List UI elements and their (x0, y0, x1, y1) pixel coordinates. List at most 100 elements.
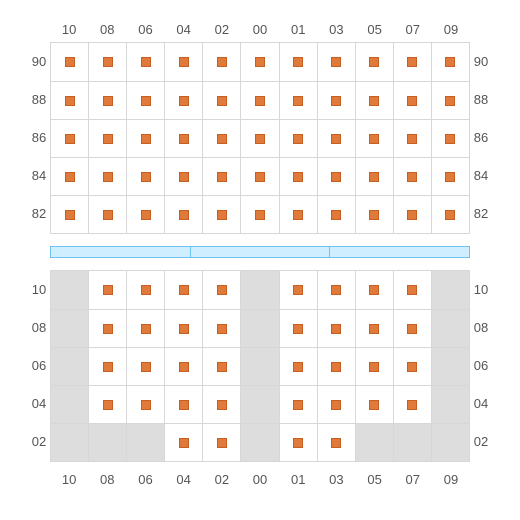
seat-marker-icon (179, 210, 189, 220)
seat-cell[interactable] (431, 157, 469, 195)
seat-cell[interactable] (279, 43, 317, 81)
seat-cell[interactable] (431, 119, 469, 157)
seat-cell[interactable] (88, 119, 126, 157)
seat-cell[interactable] (317, 43, 355, 81)
seat-cell[interactable] (393, 43, 431, 81)
seat-cell[interactable] (317, 385, 355, 423)
seat-cell[interactable] (393, 347, 431, 385)
seat-cell[interactable] (88, 347, 126, 385)
seat-cell[interactable] (164, 347, 202, 385)
seat-cell[interactable] (355, 271, 393, 309)
seat-cell[interactable] (240, 119, 278, 157)
seat-cell[interactable] (431, 195, 469, 233)
seat-cell[interactable] (202, 195, 240, 233)
seat-cell[interactable] (317, 119, 355, 157)
seat-cell[interactable] (164, 195, 202, 233)
seat-cell[interactable] (202, 347, 240, 385)
seat-cell[interactable] (202, 43, 240, 81)
seat-cell[interactable] (355, 347, 393, 385)
seat-cell[interactable] (355, 157, 393, 195)
seat-marker-icon (141, 96, 151, 106)
seat-cell[interactable] (164, 119, 202, 157)
seat-cell[interactable] (88, 43, 126, 81)
seat-cell[interactable] (279, 195, 317, 233)
seat-cell[interactable] (393, 157, 431, 195)
seat-cell[interactable] (240, 157, 278, 195)
col-label: 00 (241, 468, 279, 492)
seat-cell[interactable] (202, 271, 240, 309)
seat-cell[interactable] (355, 81, 393, 119)
seat-cell[interactable] (279, 385, 317, 423)
seat-cell[interactable] (240, 43, 278, 81)
seat-cell[interactable] (164, 81, 202, 119)
seat-cell[interactable] (317, 157, 355, 195)
seat-cell[interactable] (317, 81, 355, 119)
seat-cell[interactable] (88, 157, 126, 195)
seat-cell[interactable] (50, 43, 88, 81)
seat-cell[interactable] (164, 43, 202, 81)
seat-cell[interactable] (393, 81, 431, 119)
col-label: 10 (50, 468, 88, 492)
seat-cell[interactable] (164, 309, 202, 347)
seat-cell[interactable] (393, 119, 431, 157)
seat-cell[interactable] (126, 347, 164, 385)
upper-grid (50, 42, 470, 234)
seat-cell[interactable] (317, 271, 355, 309)
seat-cell[interactable] (126, 309, 164, 347)
seat-cell[interactable] (126, 271, 164, 309)
seat-cell[interactable] (88, 271, 126, 309)
seat-cell[interactable] (279, 309, 317, 347)
seat-cell[interactable] (126, 157, 164, 195)
seat-cell[interactable] (279, 423, 317, 461)
seat-cell[interactable] (240, 81, 278, 119)
seat-cell[interactable] (355, 195, 393, 233)
seat-cell[interactable] (431, 43, 469, 81)
seat-cell[interactable] (88, 385, 126, 423)
seat-cell[interactable] (164, 157, 202, 195)
seat-cell[interactable] (279, 271, 317, 309)
seat-cell[interactable] (202, 309, 240, 347)
seat-cell[interactable] (164, 385, 202, 423)
seat-cell[interactable] (317, 195, 355, 233)
seat-cell[interactable] (202, 157, 240, 195)
seat-cell[interactable] (355, 119, 393, 157)
blank-cell (240, 271, 278, 309)
seat-cell[interactable] (279, 119, 317, 157)
seat-cell[interactable] (126, 385, 164, 423)
seat-cell[interactable] (355, 385, 393, 423)
seat-cell[interactable] (50, 119, 88, 157)
seat-cell[interactable] (202, 423, 240, 461)
seat-cell[interactable] (240, 195, 278, 233)
seat-cell[interactable] (202, 81, 240, 119)
seat-cell[interactable] (317, 309, 355, 347)
seat-cell[interactable] (317, 423, 355, 461)
seat-cell[interactable] (355, 43, 393, 81)
seat-cell[interactable] (279, 81, 317, 119)
seat-cell[interactable] (88, 309, 126, 347)
seat-cell[interactable] (126, 195, 164, 233)
seat-cell[interactable] (126, 119, 164, 157)
seat-cell[interactable] (88, 195, 126, 233)
seat-cell[interactable] (126, 81, 164, 119)
seat-cell[interactable] (317, 347, 355, 385)
seat-cell[interactable] (355, 309, 393, 347)
seat-cell[interactable] (50, 195, 88, 233)
seat-cell[interactable] (50, 81, 88, 119)
seat-cell[interactable] (202, 119, 240, 157)
seat-cell[interactable] (279, 347, 317, 385)
row-label: 06 (470, 346, 492, 384)
seat-cell[interactable] (393, 385, 431, 423)
seat-cell[interactable] (393, 195, 431, 233)
seat-cell[interactable] (202, 385, 240, 423)
seat-cell[interactable] (393, 309, 431, 347)
seat-cell[interactable] (164, 423, 202, 461)
seat-cell[interactable] (50, 157, 88, 195)
seat-cell[interactable] (88, 81, 126, 119)
seat-cell[interactable] (126, 43, 164, 81)
seat-cell[interactable] (279, 157, 317, 195)
seat-cell[interactable] (393, 271, 431, 309)
seat-marker-icon (103, 57, 113, 67)
col-label: 06 (126, 18, 164, 42)
seat-cell[interactable] (431, 81, 469, 119)
seat-cell[interactable] (164, 271, 202, 309)
